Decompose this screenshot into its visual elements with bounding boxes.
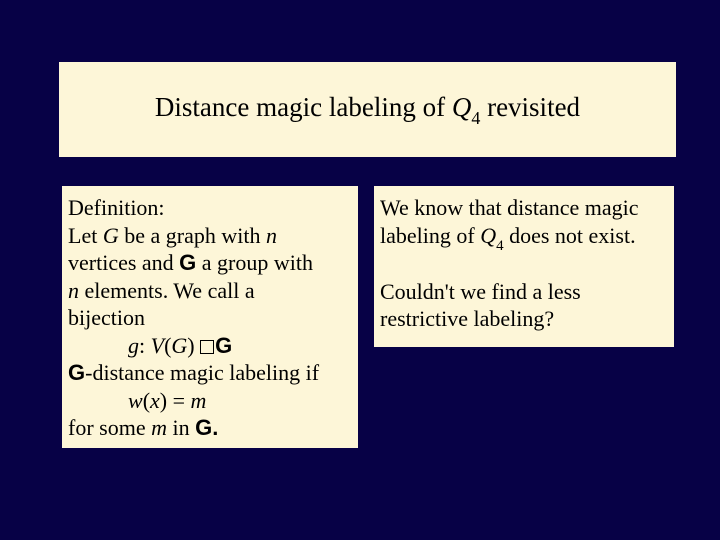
text: -distance magic labeling if bbox=[85, 360, 319, 385]
var-G: G bbox=[103, 223, 119, 248]
text: : bbox=[139, 333, 151, 358]
text: for some bbox=[68, 415, 151, 440]
definition-panel: Definition: Let G be a graph with n vert… bbox=[62, 186, 358, 448]
var-n: n bbox=[68, 278, 79, 303]
slide-title: Distance magic labeling of Q4 revisited bbox=[155, 92, 580, 127]
title-Q: Q bbox=[452, 92, 472, 122]
text: labeling of bbox=[380, 223, 480, 248]
wx-line: w(x) = m bbox=[68, 387, 352, 415]
var-n: n bbox=[266, 223, 277, 248]
text: Let bbox=[68, 223, 103, 248]
def-line-4: bijection bbox=[68, 304, 352, 332]
unknown-glyph-icon bbox=[200, 340, 214, 354]
group-G: G bbox=[68, 360, 85, 385]
definition-label: Definition: bbox=[68, 194, 352, 222]
var-m: m bbox=[151, 415, 167, 440]
var-x: x bbox=[150, 388, 160, 413]
title-bar: Distance magic labeling of Q4 revisited bbox=[59, 62, 676, 157]
title-suffix: revisited bbox=[480, 92, 580, 122]
def-line-3: n elements. We call a bbox=[68, 277, 352, 305]
var-G: G bbox=[171, 333, 187, 358]
p2-line2: restrictive labeling? bbox=[380, 305, 668, 333]
text: in bbox=[167, 415, 195, 440]
map-line: g: V(G) G bbox=[68, 332, 352, 360]
title-prefix: Distance magic labeling of bbox=[155, 92, 452, 122]
var-V: V bbox=[151, 333, 164, 358]
def-line-1: Let G be a graph with n bbox=[68, 222, 352, 250]
group-G: G bbox=[215, 333, 232, 358]
var-w: w bbox=[128, 388, 143, 413]
spacer bbox=[380, 254, 668, 278]
var-m: m bbox=[191, 388, 207, 413]
def-line-2: vertices and G a group with bbox=[68, 249, 352, 277]
group-G: G. bbox=[195, 415, 218, 440]
var-Q: Q bbox=[480, 223, 496, 248]
text: ( bbox=[143, 388, 150, 413]
text: ) = bbox=[160, 388, 191, 413]
group-G: G bbox=[179, 250, 196, 275]
text: vertices and bbox=[68, 250, 179, 275]
text: does not exist. bbox=[504, 223, 636, 248]
text: a group with bbox=[196, 250, 313, 275]
text: elements. We call a bbox=[79, 278, 255, 303]
text: ) bbox=[187, 333, 200, 358]
p1-line1: We know that distance magic bbox=[380, 194, 668, 222]
right-panel: We know that distance magic labeling of … bbox=[374, 186, 674, 347]
dist-line: G-distance magic labeling if bbox=[68, 359, 352, 387]
title-sub: 4 bbox=[471, 108, 480, 128]
text: be a graph with bbox=[119, 223, 266, 248]
var-g: g bbox=[128, 333, 139, 358]
p1-line2: labeling of Q4 does not exist. bbox=[380, 222, 668, 254]
sub-4: 4 bbox=[496, 238, 504, 254]
for-line: for some m in G. bbox=[68, 414, 352, 442]
p2-line1: Couldn't we find a less bbox=[380, 278, 668, 306]
